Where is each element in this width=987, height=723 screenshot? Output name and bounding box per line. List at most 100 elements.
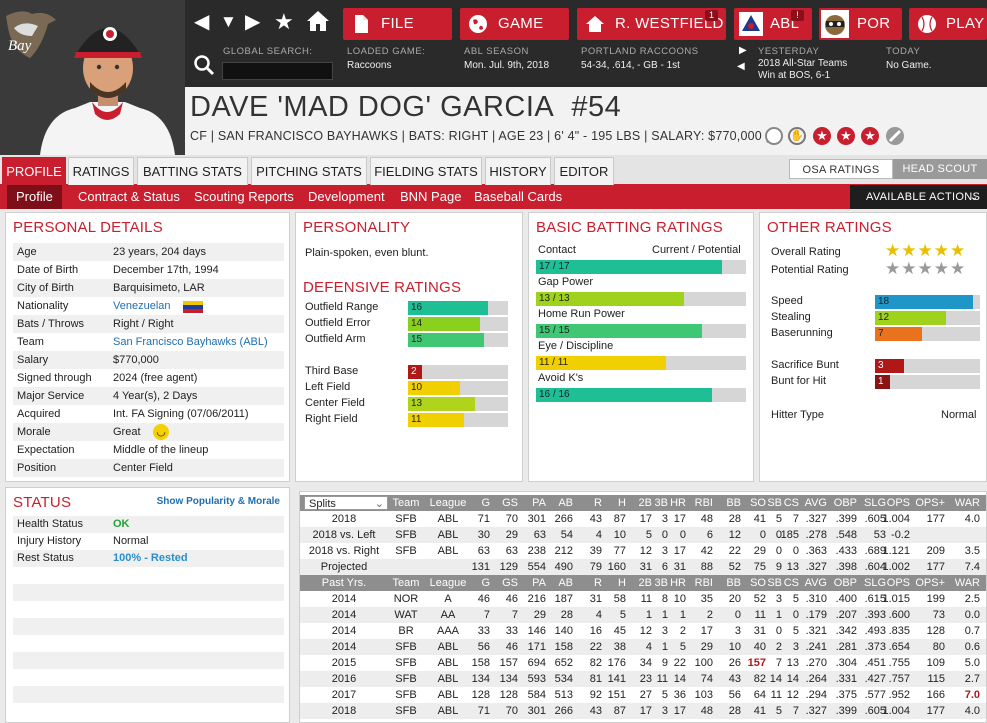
column-header[interactable]: WAR <box>954 577 980 589</box>
detail-value[interactable]: San Francisco Bayhawks (ABL) <box>113 336 268 348</box>
column-header[interactable]: League <box>429 497 467 509</box>
tab-ratings[interactable]: RATINGS <box>68 157 134 185</box>
column-header[interactable]: AVG <box>804 497 827 509</box>
column-header[interactable]: 2B <box>638 497 652 509</box>
column-header[interactable]: Team <box>392 577 420 589</box>
tab-profile[interactable]: PROFILE <box>2 157 66 185</box>
tab-history[interactable]: HISTORY <box>485 157 551 185</box>
column-header[interactable]: SO <box>750 497 766 509</box>
column-header[interactable]: HR <box>670 497 686 509</box>
column-header[interactable]: RBI <box>694 577 713 589</box>
column-header[interactable]: OPS <box>886 497 910 509</box>
subnav-development[interactable]: Development <box>308 189 385 204</box>
column-header[interactable]: G <box>481 577 490 589</box>
game-menu-button[interactable]: GAME <box>460 8 569 40</box>
tab-fielding-stats[interactable]: FIELDING STATS <box>370 157 482 185</box>
past-row-cell: .605 <box>864 705 886 717</box>
column-header[interactable]: HR <box>670 577 686 589</box>
column-header[interactable]: G <box>481 497 490 509</box>
manager-notification-badge: 1 <box>705 10 718 21</box>
column-header[interactable]: H <box>618 497 626 509</box>
column-header[interactable]: H <box>618 577 626 589</box>
forward-icon[interactable]: ▶ <box>245 11 261 33</box>
splits-dropdown[interactable]: Splits ⌄ <box>304 496 388 510</box>
column-header[interactable]: AVG <box>804 577 827 589</box>
star-icon[interactable]: ★ <box>274 9 294 34</box>
dropdown-icon[interactable]: ▼ <box>220 12 237 31</box>
home-icon[interactable] <box>306 10 330 38</box>
column-header[interactable]: 2B <box>638 577 652 589</box>
column-header[interactable]: GS <box>502 577 518 589</box>
play-menu-button[interactable]: PLAY <box>909 8 987 40</box>
column-header[interactable]: WAR <box>954 497 980 509</box>
split-row-cell: 0 <box>661 529 668 541</box>
tab-batting-stats[interactable]: BATTING STATS <box>137 157 248 185</box>
bar-fill <box>408 397 475 411</box>
column-header[interactable]: AB <box>558 577 573 589</box>
subnav-scouting-reports[interactable]: Scouting Reports <box>194 189 294 204</box>
manager-menu-button[interactable]: R. WESTFIELD 1 <box>577 8 726 40</box>
subnav-profile[interactable]: Profile <box>7 185 62 209</box>
column-header[interactable]: SB <box>767 577 782 589</box>
column-header[interactable]: Team <box>392 497 420 509</box>
column-header[interactable]: SLG <box>863 577 886 589</box>
column-header[interactable]: SLG <box>863 497 886 509</box>
past-row-cell: 140 <box>554 625 573 637</box>
column-header[interactable]: 3B <box>654 577 668 589</box>
column-header[interactable]: CS <box>783 577 799 589</box>
available-actions-dropdown[interactable]: AVAILABLE ACTIONS ⌄ <box>850 185 987 209</box>
prev-result-icon[interactable]: ◀ <box>737 61 745 72</box>
split-row-cell: 29 <box>753 545 766 557</box>
column-header[interactable]: OPS+ <box>915 577 945 589</box>
detail-value[interactable]: Venezuelan <box>113 300 171 312</box>
tab-pitching-stats[interactable]: PITCHING STATS <box>251 157 367 185</box>
column-header[interactable]: RBI <box>694 497 713 509</box>
column-header[interactable]: SO <box>750 577 766 589</box>
league-notification-badge: ! <box>791 10 804 21</box>
defense-rating-label: Third Base <box>305 365 359 377</box>
league-menu-button[interactable]: ABL ! <box>734 8 812 40</box>
bar-fill <box>408 365 422 379</box>
column-header[interactable]: BB <box>726 577 741 589</box>
subnav-bnn-page[interactable]: BNN Page <box>400 189 462 204</box>
column-header[interactable]: OBP <box>833 497 857 509</box>
column-header[interactable]: R <box>594 497 602 509</box>
past-row-cell: 109 <box>926 657 945 669</box>
past-row-cell: 166 <box>926 689 945 701</box>
column-header[interactable]: GS <box>502 497 518 509</box>
subnav-contract-status[interactable]: Contract & Status <box>78 189 180 204</box>
column-header[interactable]: OPS+ <box>915 497 945 509</box>
detail-value: December 17th, 1994 <box>113 264 219 276</box>
column-header[interactable]: PA <box>532 577 546 589</box>
column-header[interactable]: 3B <box>654 497 668 509</box>
search-icon[interactable] <box>193 54 215 76</box>
column-header[interactable]: AB <box>558 497 573 509</box>
split-row-cell: 7.4 <box>964 561 980 573</box>
detail-value: Right / Right <box>113 318 174 330</box>
osa-ratings-toggle[interactable]: OSA RATINGS <box>789 159 893 179</box>
split-row-cell: 13 <box>786 561 799 573</box>
column-header[interactable]: PA <box>532 497 546 509</box>
column-header[interactable]: SB <box>767 497 782 509</box>
head-scout-toggle[interactable]: HEAD SCOUT <box>893 159 987 179</box>
past-row-cell: 7 <box>792 705 799 717</box>
tab-editor[interactable]: EDITOR <box>554 157 614 185</box>
file-menu-button[interactable]: FILE <box>343 8 452 40</box>
back-icon[interactable]: ◀ <box>194 11 210 33</box>
column-header[interactable]: OPS <box>886 577 910 589</box>
column-header[interactable]: CS <box>783 497 799 509</box>
column-header[interactable]: R <box>594 577 602 589</box>
column-header[interactable]: BB <box>726 497 741 509</box>
bar-fill <box>875 311 946 325</box>
next-result-icon[interactable]: ▶ <box>739 45 747 56</box>
column-header[interactable]: League <box>429 577 467 589</box>
status-label: Injury History <box>17 535 82 547</box>
show-popularity-morale-link[interactable]: Show Popularity & Morale <box>156 496 280 507</box>
team-menu-button[interactable]: POR <box>819 8 902 40</box>
column-header[interactable]: OBP <box>833 577 857 589</box>
global-search-input[interactable] <box>222 62 333 80</box>
past-row-cell: 2.7 <box>964 673 980 685</box>
past-row-cell: 87 <box>613 705 626 717</box>
subnav-baseball-cards[interactable]: Baseball Cards <box>474 189 563 204</box>
other-rating-label: Bunt for Hit <box>771 375 827 387</box>
